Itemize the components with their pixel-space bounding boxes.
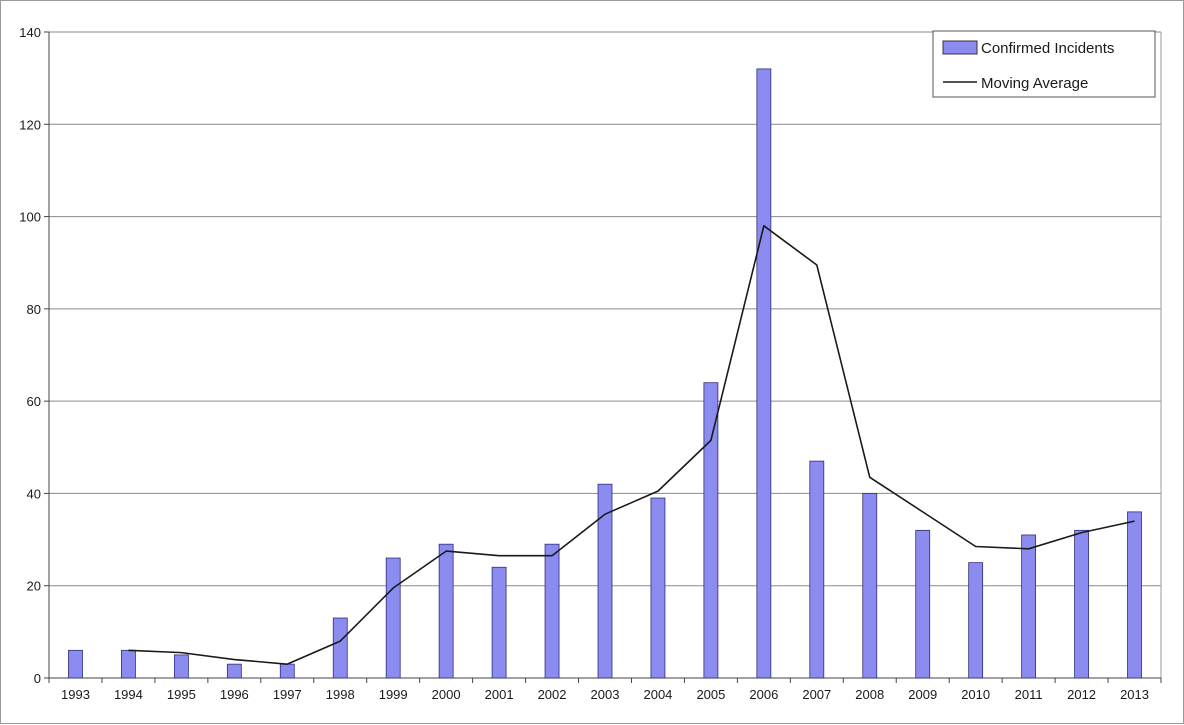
bar-2003 — [597, 483, 613, 679]
y-tick-label-80: 80 — [27, 302, 41, 317]
x-tick-label-1996: 1996 — [220, 687, 249, 702]
legend-swatch-confirmed-incidents — [942, 40, 978, 55]
y-tick-label-40: 40 — [27, 486, 41, 501]
x-tick-label-2011: 2011 — [1015, 687, 1043, 702]
x-tick-label-2004: 2004 — [643, 687, 672, 702]
x-tick-label-2009: 2009 — [908, 687, 937, 702]
legend-label-moving-average: Moving Average — [981, 75, 1088, 92]
y-tick-label-140: 140 — [19, 25, 41, 40]
y-tick-label-20: 20 — [27, 579, 41, 594]
bar-1995 — [173, 654, 189, 679]
x-tick-label-2010: 2010 — [961, 687, 990, 702]
legend: Confirmed Incidents Moving Average — [932, 30, 1156, 98]
bar-2007 — [809, 460, 825, 679]
bar-1998 — [332, 617, 348, 679]
bar-2005 — [703, 382, 719, 679]
bar-2006 — [756, 68, 772, 679]
y-tick-label-100: 100 — [19, 210, 41, 225]
legend-label-confirmed-incidents: Confirmed Incidents — [981, 40, 1114, 57]
bar-2012 — [1074, 529, 1089, 679]
bar-1997 — [279, 663, 295, 679]
bar-2002 — [544, 543, 560, 679]
line-series — [128, 225, 1135, 665]
y-tick-label-120: 120 — [19, 117, 41, 132]
x-tick-label-2007: 2007 — [802, 687, 831, 702]
x-tick-label-1995: 1995 — [167, 687, 196, 702]
x-tick-label-2006: 2006 — [749, 687, 778, 702]
y-tick-label-0: 0 — [34, 671, 41, 686]
bar-2001 — [491, 566, 507, 679]
bar-2010 — [968, 562, 984, 679]
x-tick-label-2005: 2005 — [696, 687, 725, 702]
bar-2013 — [1127, 511, 1142, 679]
x-tick-label-2008: 2008 — [855, 687, 884, 702]
x-tick-label-1999: 1999 — [379, 687, 408, 702]
bar-series — [68, 68, 1142, 679]
x-tick-label-2000: 2000 — [432, 687, 461, 702]
x-tick-label-1997: 1997 — [273, 687, 302, 702]
x-tick-label-1993: 1993 — [61, 687, 90, 702]
bar-1994 — [121, 649, 136, 679]
bar-1999 — [385, 557, 401, 679]
x-tick-label-2013: 2013 — [1120, 687, 1149, 702]
x-tick-label-1994: 1994 — [114, 687, 143, 702]
x-tick-label-2001: 2001 — [485, 687, 514, 702]
bar-2008 — [862, 493, 878, 679]
x-tick-label-2002: 2002 — [538, 687, 567, 702]
gridlines — [49, 31, 1161, 587]
y-tick-label-60: 60 — [27, 394, 41, 409]
x-tick-labels: 1993 1994 1995 1996 1997 1998 1999 2000 2001 2002… — [61, 687, 1149, 702]
bar-2004 — [650, 497, 666, 679]
x-tick-label-1998: 1998 — [326, 687, 355, 702]
bar-2000 — [438, 543, 454, 679]
bar-2009 — [915, 529, 931, 679]
bar-2011 — [1021, 534, 1037, 679]
moving-average-line — [128, 225, 1135, 665]
bar-1993 — [68, 649, 83, 679]
x-tick-label-2012: 2012 — [1067, 687, 1096, 702]
x-tick-label-2003: 2003 — [591, 687, 620, 702]
y-tick-labels: 0 20 40 60 80 100 120 140 — [19, 25, 41, 686]
bar-1996 — [226, 663, 242, 679]
